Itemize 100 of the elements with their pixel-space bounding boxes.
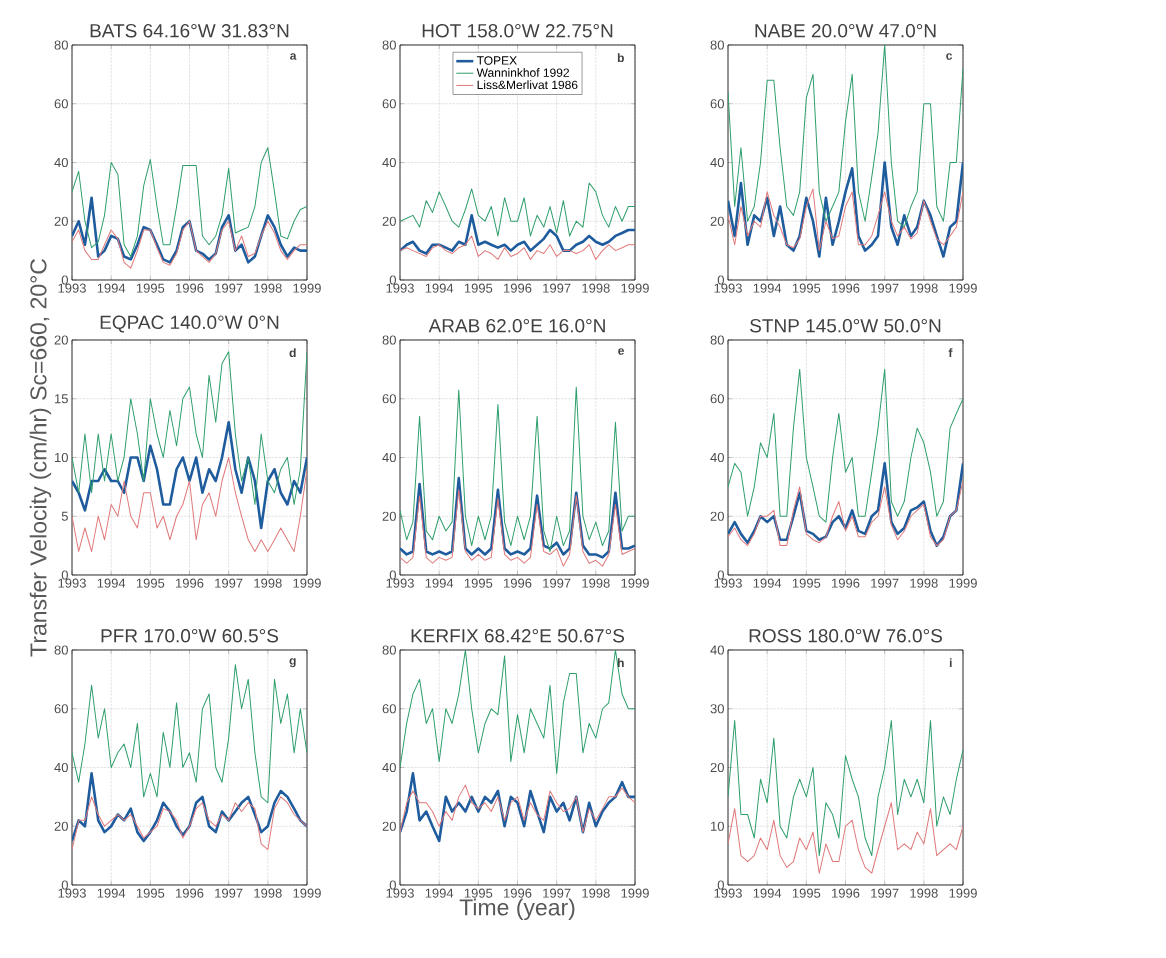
y-tick-label: 80 — [382, 645, 396, 655]
y-tick-label: 10 — [711, 821, 724, 831]
x-tick-label: 1998 — [910, 283, 938, 293]
annotation: a — [290, 53, 297, 60]
x-tick-label: 1994 — [97, 888, 126, 898]
x-axis-title: Time (year) — [459, 898, 575, 921]
x-tick-label: 1993 — [386, 283, 414, 293]
y-tick-label: 40 — [382, 157, 396, 168]
chart-title: STNP 145.0°W 50.0°N — [750, 319, 941, 333]
line-series — [728, 480, 964, 547]
y-tick-label: 80 — [54, 645, 68, 655]
x-tick-label: 1994 — [753, 578, 782, 588]
annotation: h — [617, 658, 624, 667]
x-tick-label: 1996 — [176, 283, 204, 293]
y-tick-label: 10 — [55, 452, 68, 463]
x-tick-label: 1995 — [464, 888, 493, 898]
x-tick-label: 1995 — [136, 283, 165, 293]
chart-title: HOT 158.0°W 22.75°N — [422, 24, 613, 38]
x-tick-label: 1996 — [504, 888, 532, 898]
x-tick-label: 1999 — [621, 578, 649, 588]
x-tick-label: 1994 — [425, 283, 454, 293]
x-tick-label: 1994 — [97, 283, 126, 293]
y-tick-label: 80 — [382, 335, 396, 345]
y-tick-label: 0 — [389, 880, 396, 890]
x-tick-label: 1997 — [543, 283, 571, 293]
y-tick-label: 60 — [382, 704, 396, 714]
line-series — [728, 720, 964, 857]
x-tick-label: 1993 — [58, 888, 86, 898]
legend-label: Wanninkhof 1992 — [476, 68, 569, 77]
x-tick-label: 1997 — [871, 888, 899, 898]
x-tick-label: 1994 — [753, 283, 782, 293]
x-tick-label: 1999 — [949, 888, 977, 898]
line-series — [400, 182, 636, 237]
line-series — [400, 214, 636, 255]
line-series — [728, 802, 964, 874]
line-series — [728, 44, 964, 228]
y-tick-label: 80 — [54, 40, 68, 50]
y-tick-label: 40 — [710, 157, 724, 168]
y-tick-label: 0 — [61, 275, 68, 285]
chart-title: ARAB 62.0°E 16.0°N — [428, 319, 605, 333]
x-tick-label: 1998 — [582, 283, 610, 293]
x-tick-label: 1997 — [871, 283, 899, 293]
x-tick-label: 1998 — [910, 578, 938, 588]
x-tick-label: 1996 — [832, 283, 860, 293]
x-tick-label: 1995 — [792, 888, 821, 898]
line-series — [728, 368, 964, 523]
y-axis-title: Transfer Velocity (cm/hr) Sc=660, 20°C — [29, 258, 52, 657]
x-tick-label: 1995 — [464, 578, 493, 588]
y-tick-label: 0 — [61, 880, 68, 890]
x-tick-label: 1999 — [949, 578, 977, 588]
y-tick-label: 20 — [710, 762, 724, 773]
x-tick-label: 1996 — [832, 578, 860, 588]
y-tick-label: 20 — [54, 821, 68, 831]
x-tick-label: 1998 — [254, 283, 282, 293]
x-tick-label: 1996 — [504, 283, 532, 293]
x-tick-label: 1993 — [58, 283, 86, 293]
x-tick-label: 1993 — [714, 283, 742, 293]
x-tick-label: 1996 — [176, 888, 204, 898]
y-tick-label: 60 — [710, 99, 724, 109]
line-series — [400, 489, 636, 567]
x-tick-label: 1999 — [293, 578, 321, 588]
y-tick-label: 40 — [54, 157, 68, 168]
line-series — [72, 220, 307, 269]
y-tick-label: 20 — [382, 821, 396, 831]
line-series — [400, 784, 636, 833]
x-tick-label: 1993 — [386, 578, 414, 588]
annotation: i — [949, 658, 952, 667]
y-tick-label: 60 — [382, 394, 396, 404]
x-tick-label: 1997 — [215, 283, 243, 293]
y-tick-label: 40 — [54, 762, 68, 773]
y-tick-label: 20 — [382, 511, 396, 521]
y-tick-label: 80 — [710, 40, 724, 50]
chart-title: EQPAC 140.0°W 0°N — [100, 315, 279, 333]
y-tick-label: 5 — [61, 511, 68, 521]
y-tick-label: 0 — [61, 570, 68, 580]
x-tick-label: 1995 — [792, 578, 821, 588]
line-series — [400, 386, 636, 552]
y-tick-label: 20 — [54, 335, 68, 345]
x-tick-label: 1993 — [714, 578, 742, 588]
x-tick-label: 1994 — [753, 888, 782, 898]
legend-label: TOPEX — [476, 56, 517, 65]
y-tick-label: 0 — [717, 570, 724, 580]
annotation: d — [289, 348, 296, 358]
x-tick-label: 1999 — [949, 283, 977, 293]
x-tick-label: 1999 — [621, 888, 649, 898]
x-tick-label: 1994 — [425, 578, 454, 588]
x-tick-label: 1998 — [910, 888, 938, 898]
y-tick-label: 60 — [382, 99, 396, 109]
chart-title: BATS 64.16°W 31.83°N — [90, 24, 289, 38]
x-tick-label: 1997 — [215, 578, 243, 588]
y-tick-label: 20 — [710, 511, 724, 521]
y-tick-label: 0 — [389, 275, 396, 285]
chart-title: NABE 20.0°W 47.0°N — [755, 24, 936, 38]
x-tick-label: 1999 — [293, 888, 321, 898]
chart-title: ROSS 180.0°W 76.0°S — [749, 629, 942, 643]
x-tick-label: 1998 — [582, 888, 610, 898]
x-tick-label: 1999 — [621, 283, 649, 293]
x-tick-label: 1997 — [543, 578, 571, 588]
y-tick-label: 20 — [54, 216, 68, 226]
x-tick-label: 1999 — [293, 283, 321, 293]
